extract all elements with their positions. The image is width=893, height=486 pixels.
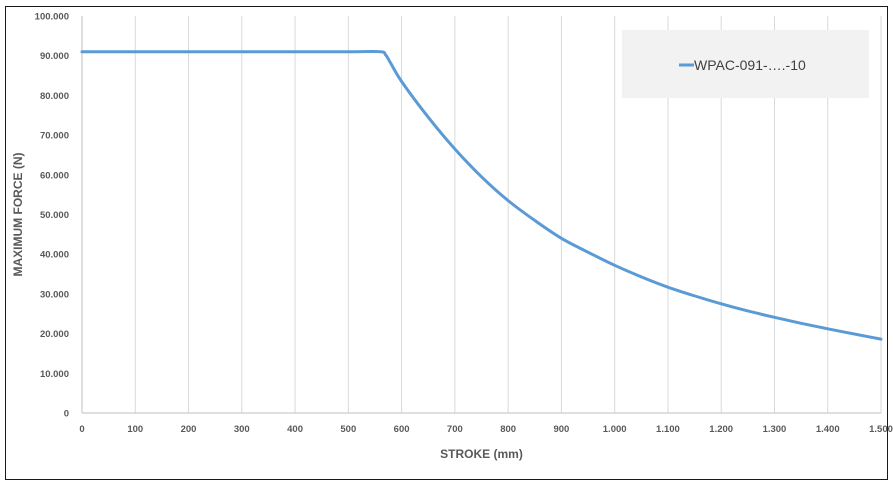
- legend-label: WPAC-091-….-10: [694, 57, 806, 73]
- y-tick-label: 0: [64, 409, 69, 420]
- y-tick-label: 90.000: [40, 51, 69, 62]
- x-tick-label: 900: [553, 424, 569, 435]
- x-tick-label: 1.000: [603, 424, 627, 435]
- y-tick-label: 60.000: [40, 170, 69, 181]
- series-lines: [80, 49, 883, 341]
- x-tick-label: 700: [447, 424, 463, 435]
- x-tick-label: 1.400: [816, 424, 840, 435]
- y-tick-label: 40.000: [40, 250, 69, 261]
- series-line: [80, 49, 883, 341]
- x-tick-label: 600: [394, 424, 410, 435]
- y-axis-title: MAXIMUM FORCE (N): [11, 153, 25, 277]
- x-axis-title: STROKE (mm): [440, 447, 523, 461]
- y-tick-label: 70.000: [40, 131, 69, 142]
- x-tick-label: 1.200: [709, 424, 733, 435]
- y-tick-label: 30.000: [40, 289, 69, 300]
- x-tick-label: 100: [127, 424, 143, 435]
- y-tick-label: 10.000: [40, 369, 69, 380]
- x-tick-label: 1.500: [869, 424, 893, 435]
- legend-background: [622, 30, 869, 98]
- x-tick-label: 800: [500, 424, 516, 435]
- legend: WPAC-091-….-10: [622, 30, 869, 98]
- x-tick-label: 1.100: [656, 424, 680, 435]
- x-tick-labels: 0 100 200 300 400 500 600 700 800 900 1.000 1.100 1.…: [79, 424, 893, 435]
- x-tick-label: 300: [234, 424, 250, 435]
- x-tick-label: 400: [287, 424, 303, 435]
- x-tick-label: 500: [340, 424, 356, 435]
- x-tick-label: 0: [79, 424, 84, 435]
- y-tick-label: 20.000: [40, 329, 69, 340]
- y-tick-label: 80.000: [40, 91, 69, 102]
- x-tick-label: 200: [181, 424, 197, 435]
- y-tick-label: 50.000: [40, 210, 69, 221]
- x-tick-label: 1.300: [763, 424, 787, 435]
- y-tick-label: 100.000: [35, 12, 69, 23]
- axes: [81, 16, 881, 414]
- y-tick-labels: 0 10.000 20.000 30.000 40.000 50.000 60.000 70.…: [35, 12, 69, 420]
